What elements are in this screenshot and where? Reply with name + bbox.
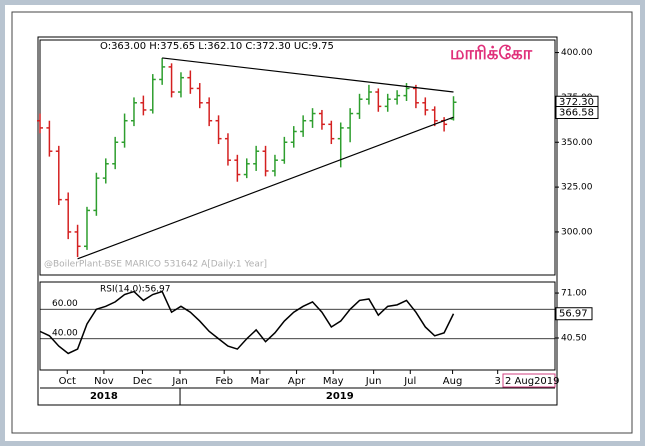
rsi-label: RSI(14,0):56.97 bbox=[100, 285, 170, 295]
x-tick-label: Oct bbox=[59, 376, 76, 387]
rsi-panel bbox=[39, 281, 556, 371]
rsi-box bbox=[555, 307, 593, 321]
chart-frame bbox=[37, 36, 558, 406]
x-tick-label: 3 bbox=[494, 376, 500, 387]
y-tick-label: 71.00 bbox=[561, 289, 587, 299]
ohlc-header: O:363.00 H:375.65 L:362.10 C:372.30 UC:9… bbox=[100, 41, 334, 52]
trendline bbox=[162, 57, 454, 93]
x-tick-label: May bbox=[323, 376, 344, 387]
date-box bbox=[502, 373, 556, 388]
price-label: 372.30 bbox=[559, 97, 594, 108]
x-tick-label: Aug bbox=[443, 376, 463, 387]
level-label: 40.00 bbox=[52, 328, 78, 338]
x-tick-label: Dec bbox=[133, 376, 152, 387]
y-tick-label: 350.00 bbox=[561, 138, 593, 148]
x-tick-label: Jan bbox=[171, 376, 187, 387]
level-label: 60.00 bbox=[52, 299, 78, 309]
chart-title: மாரிக்கோ bbox=[450, 43, 533, 64]
price-label: 366.58 bbox=[559, 108, 594, 119]
price-panel bbox=[39, 39, 556, 276]
x-tick-label: Jul bbox=[403, 376, 416, 387]
y-tick-label: 40.50 bbox=[561, 334, 587, 344]
trendline bbox=[77, 116, 454, 260]
y-tick-label: 300.00 bbox=[561, 227, 593, 237]
x-tick-label: Jun bbox=[365, 376, 382, 387]
x-tick-label: Mar bbox=[250, 376, 270, 387]
x-tick-label: Nov bbox=[94, 376, 114, 387]
rsi-line bbox=[39, 290, 455, 355]
y-tick-label: 325.00 bbox=[561, 183, 593, 193]
price-box bbox=[555, 106, 599, 120]
y-tick-label: 400.00 bbox=[561, 48, 593, 58]
watermark: @BoilerPlant-BSE MARICO 531642 A[Daily:1… bbox=[44, 260, 267, 270]
rsi-last-label: 56.97 bbox=[559, 309, 588, 320]
year-label: 2018 bbox=[90, 391, 118, 402]
x-tick-label: Apr bbox=[288, 376, 306, 387]
year-label: 2019 bbox=[326, 391, 354, 402]
date-label: 2 Aug2019 bbox=[505, 376, 560, 387]
x-tick-label: Feb bbox=[215, 376, 233, 387]
